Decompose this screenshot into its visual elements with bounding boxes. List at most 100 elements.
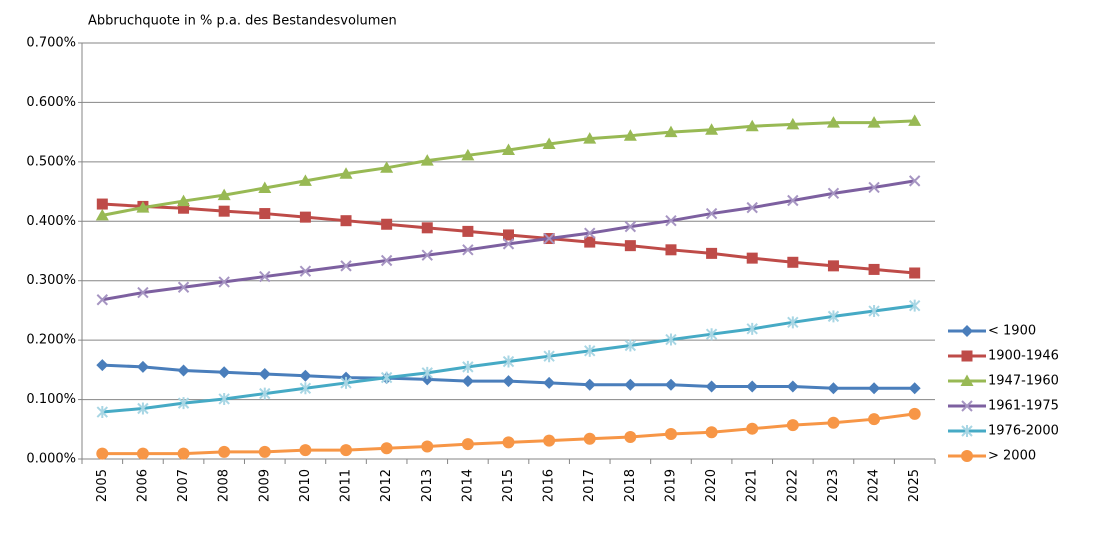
x-tick-label: 2025: [907, 469, 922, 502]
y-tick-label: 0.000%: [26, 452, 76, 467]
data-point: [96, 198, 108, 210]
data-point: [461, 438, 474, 451]
data-point: [909, 267, 921, 279]
x-tick-label: 2022: [785, 469, 800, 502]
data-point: [258, 445, 271, 458]
x-tick-label: 2007: [176, 469, 191, 502]
data-point: [380, 254, 393, 267]
x-tick-label: 2020: [704, 469, 719, 502]
data-point: [218, 205, 230, 217]
x-tick-label: 2008: [217, 469, 232, 502]
data-point: [908, 114, 922, 126]
data-point: [177, 281, 190, 293]
x-tick-label: 2013: [420, 469, 435, 502]
y-tick-label: 0.300%: [26, 273, 76, 288]
data-point: [178, 202, 190, 214]
data-point: [136, 201, 150, 213]
x-tick-label: 2010: [298, 469, 313, 502]
data-point: [705, 380, 718, 393]
data-point: [381, 218, 393, 230]
data-point: [583, 378, 596, 391]
data-point: [908, 299, 921, 312]
data-point: [624, 240, 636, 252]
data-point: [542, 137, 556, 150]
data-point: [543, 350, 555, 363]
data-point: [868, 305, 880, 318]
legend-label: 1976-2000: [988, 424, 1059, 439]
data-point: [177, 364, 190, 377]
data-point: [259, 387, 271, 400]
data-point: [705, 426, 718, 439]
data-point: [827, 416, 840, 429]
legend-marker: [961, 425, 973, 437]
data-point: [218, 276, 230, 288]
data-point: [584, 227, 596, 239]
legend-label: 1900-1946: [988, 349, 1059, 364]
data-point: [218, 445, 231, 458]
data-point: [502, 375, 515, 388]
data-point: [665, 214, 677, 227]
data-point: [908, 382, 921, 395]
data-point: [827, 382, 840, 395]
data-point: [705, 207, 718, 220]
x-tick-label: 2016: [542, 469, 557, 502]
data-point: [786, 380, 799, 393]
data-point: [746, 422, 759, 435]
data-point: [868, 413, 881, 426]
data-point: [258, 368, 271, 381]
data-point: [462, 225, 474, 237]
data-point: [177, 447, 190, 460]
legend-marker: [961, 450, 973, 462]
data-point: [502, 355, 515, 368]
data-point: [96, 359, 109, 372]
data-point: [137, 402, 149, 415]
data-point: [664, 378, 677, 391]
data-point: [624, 378, 637, 391]
x-tick-label: 2018: [623, 469, 638, 502]
x-tick-label: 2012: [379, 469, 394, 502]
series: [96, 359, 921, 395]
y-tick-label: 0.400%: [26, 214, 76, 229]
series: [96, 299, 921, 419]
data-point: [502, 436, 515, 449]
data-point: [218, 366, 231, 379]
data-point: [299, 211, 311, 223]
data-point: [340, 376, 352, 389]
data-point: [705, 328, 718, 341]
data-point: [298, 174, 312, 186]
y-tick-label: 0.100%: [26, 392, 76, 407]
data-point: [96, 406, 109, 419]
data-point: [177, 194, 191, 207]
data-point: [624, 339, 637, 352]
data-point: [908, 407, 921, 420]
data-point: [664, 125, 678, 138]
data-point: [868, 181, 880, 194]
series: [96, 198, 921, 279]
data-point: [827, 260, 839, 272]
data-point: [340, 215, 352, 227]
data-point: [868, 263, 880, 275]
data-point: [787, 316, 799, 329]
legend-label: 1961-1975: [988, 399, 1059, 414]
data-point: [827, 310, 840, 323]
data-point: [623, 129, 637, 141]
data-point: [259, 208, 271, 220]
data-point: [137, 286, 149, 299]
data-point: [746, 380, 759, 393]
data-point: [380, 442, 393, 455]
data-point: [706, 247, 718, 259]
data-point: [503, 229, 514, 241]
data-point: [420, 154, 434, 166]
y-tick-label: 0.600%: [26, 95, 76, 110]
x-tick-label: 2015: [501, 469, 516, 502]
data-point: [787, 256, 799, 268]
data-point: [786, 117, 800, 130]
data-point: [95, 208, 109, 221]
data-point: [218, 392, 230, 405]
x-tick-label: 2023: [826, 469, 841, 502]
data-point: [827, 187, 840, 200]
series: [95, 114, 922, 221]
data-point: [177, 397, 190, 410]
data-point: [136, 447, 149, 460]
